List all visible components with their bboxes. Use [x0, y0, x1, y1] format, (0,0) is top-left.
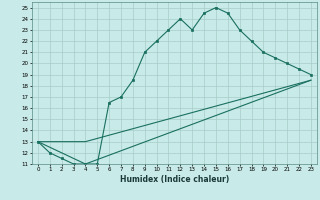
X-axis label: Humidex (Indice chaleur): Humidex (Indice chaleur)	[120, 175, 229, 184]
